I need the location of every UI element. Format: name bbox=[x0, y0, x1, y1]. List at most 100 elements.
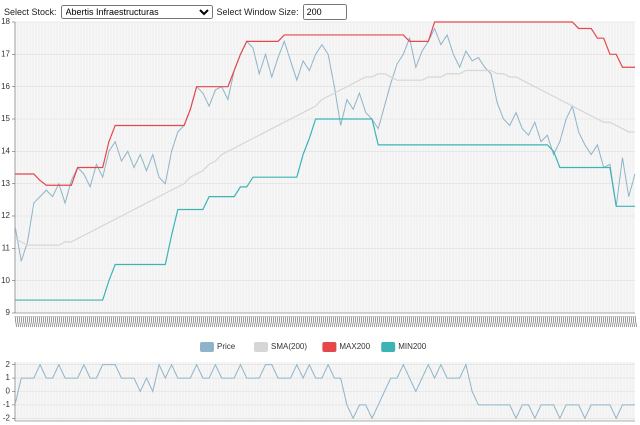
x-date-mark bbox=[474, 315, 477, 328]
x-date-mark bbox=[236, 315, 239, 328]
x-date-mark bbox=[244, 315, 247, 328]
x-date-mark bbox=[526, 315, 529, 328]
x-date-mark bbox=[520, 315, 523, 328]
x-date-mark bbox=[176, 315, 179, 328]
x-date-mark bbox=[268, 315, 271, 328]
x-date-mark bbox=[528, 315, 531, 328]
x-date-mark bbox=[342, 315, 345, 328]
x-date-mark bbox=[406, 315, 409, 328]
x-date-mark bbox=[112, 315, 115, 328]
x-date-mark bbox=[584, 315, 587, 328]
x-date-mark bbox=[28, 315, 31, 328]
x-date-mark bbox=[200, 315, 203, 328]
x-date-mark bbox=[338, 315, 341, 328]
x-date-mark bbox=[40, 315, 43, 328]
x-date-mark bbox=[588, 315, 591, 328]
x-date-mark bbox=[548, 315, 551, 328]
x-date-mark bbox=[312, 315, 315, 328]
x-date-mark bbox=[34, 315, 37, 328]
x-date-mark bbox=[570, 315, 573, 328]
x-date-mark bbox=[492, 315, 495, 328]
x-date-mark bbox=[302, 315, 305, 328]
x-date-mark bbox=[280, 315, 283, 328]
x-date-mark bbox=[590, 315, 593, 328]
x-date-mark bbox=[16, 315, 19, 328]
x-date-mark bbox=[196, 315, 199, 328]
x-date-mark bbox=[432, 315, 435, 328]
y-tick-label: 0 bbox=[6, 387, 11, 396]
x-date-mark bbox=[222, 315, 225, 328]
x-date-mark bbox=[158, 315, 161, 328]
x-date-mark bbox=[138, 315, 141, 328]
x-date-mark bbox=[248, 315, 251, 328]
x-date-mark bbox=[46, 315, 49, 328]
x-date-mark bbox=[172, 315, 175, 328]
x-date-mark bbox=[132, 315, 135, 328]
x-date-mark bbox=[56, 315, 59, 328]
x-date-mark bbox=[364, 315, 367, 328]
x-date-mark bbox=[534, 315, 537, 328]
x-date-mark bbox=[408, 315, 411, 328]
x-date-mark bbox=[610, 315, 613, 328]
x-date-mark bbox=[204, 315, 207, 328]
x-date-mark bbox=[18, 315, 21, 328]
window-input[interactable] bbox=[302, 4, 347, 20]
y-tick-label: 9 bbox=[6, 308, 11, 317]
x-date-mark bbox=[64, 315, 67, 328]
x-date-mark bbox=[494, 315, 497, 328]
window-label: Select Window Size: bbox=[216, 7, 299, 17]
x-date-mark bbox=[622, 315, 625, 328]
x-date-mark bbox=[36, 315, 39, 328]
x-date-mark bbox=[78, 315, 81, 328]
x-date-mark bbox=[344, 315, 347, 328]
x-date-mark bbox=[266, 315, 269, 328]
x-date-mark bbox=[114, 315, 117, 328]
x-date-mark bbox=[630, 315, 633, 328]
x-date-mark bbox=[598, 315, 601, 328]
x-date-mark bbox=[396, 315, 399, 328]
x-date-mark bbox=[490, 315, 493, 328]
x-date-mark bbox=[624, 315, 627, 328]
x-date-mark bbox=[522, 315, 525, 328]
x-date-mark bbox=[348, 315, 351, 328]
x-date-mark bbox=[330, 315, 333, 328]
x-date-mark bbox=[524, 315, 527, 328]
x-date-mark bbox=[110, 315, 113, 328]
x-date-mark bbox=[436, 315, 439, 328]
x-date-mark bbox=[234, 315, 237, 328]
x-date-mark bbox=[250, 315, 253, 328]
x-date-mark bbox=[510, 315, 513, 328]
legend-label: Price bbox=[217, 342, 236, 351]
x-date-mark bbox=[102, 315, 105, 328]
x-date-mark bbox=[14, 315, 17, 328]
x-date-mark bbox=[386, 315, 389, 328]
x-date-mark bbox=[502, 315, 505, 328]
x-date-mark bbox=[580, 315, 583, 328]
x-date-mark bbox=[272, 315, 275, 328]
x-date-mark bbox=[92, 315, 95, 328]
x-date-mark bbox=[284, 315, 287, 328]
x-date-mark bbox=[180, 315, 183, 328]
x-date-mark bbox=[478, 315, 481, 328]
x-date-mark bbox=[560, 315, 563, 328]
stock-select[interactable]: Abertis Infraestructuras bbox=[60, 5, 213, 19]
x-date-mark bbox=[208, 315, 211, 328]
x-date-mark bbox=[152, 315, 155, 328]
x-date-mark bbox=[376, 315, 379, 328]
x-date-mark bbox=[292, 315, 295, 328]
x-date-mark bbox=[536, 315, 539, 328]
x-date-mark bbox=[452, 315, 455, 328]
stock-label: Select Stock: bbox=[4, 7, 57, 17]
x-date-mark bbox=[628, 315, 631, 328]
x-date-mark bbox=[210, 315, 213, 328]
x-date-mark bbox=[542, 315, 545, 328]
x-date-mark bbox=[68, 315, 71, 328]
x-date-mark bbox=[480, 315, 483, 328]
x-date-mark bbox=[426, 315, 429, 328]
x-date-mark bbox=[150, 315, 153, 328]
series-line bbox=[15, 21, 635, 186]
x-date-mark bbox=[94, 315, 97, 328]
x-date-mark bbox=[264, 315, 267, 328]
x-date-mark bbox=[76, 315, 79, 328]
